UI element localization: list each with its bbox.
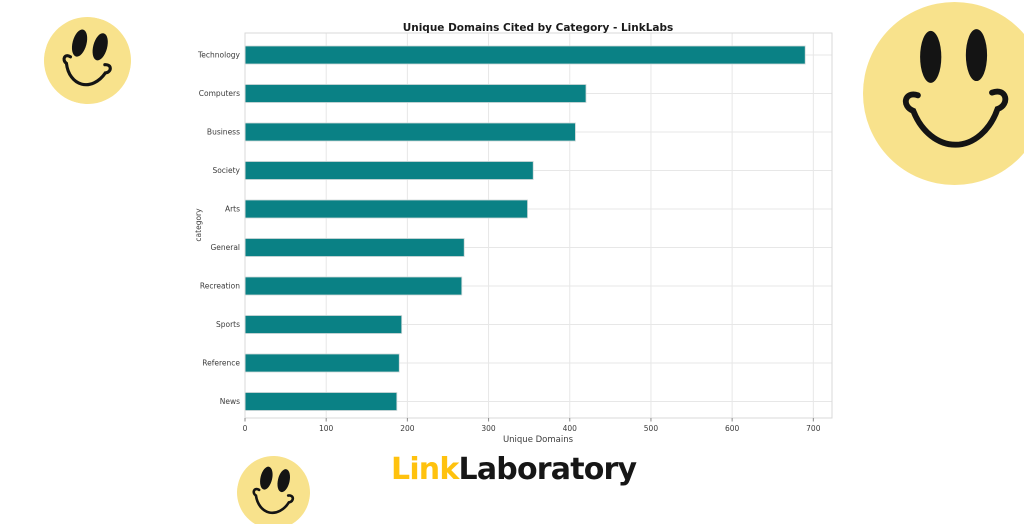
logo-laboratory-text: Laboratory <box>458 452 638 487</box>
bar-chart: 0 100 200 300 400 500 600 700 Technology Computer… <box>190 10 890 455</box>
y-tick-label: Sports <box>216 320 240 329</box>
chart-svg: 0 100 200 300 400 500 600 700 Technology Computer… <box>194 22 833 445</box>
x-axis-label: Unique Domains <box>503 435 574 445</box>
y-tick-label: Society <box>212 166 240 175</box>
smiley-mouth <box>902 88 1009 148</box>
bar-reference <box>244 353 400 373</box>
y-tick-label: News <box>220 397 240 406</box>
y-tick-label: Business <box>207 128 240 137</box>
smiley-mouth <box>62 54 112 87</box>
x-tick-label: 200 <box>400 424 415 433</box>
logo-link-text: Link <box>391 452 459 487</box>
smiley-head <box>237 456 310 524</box>
y-tick-label: Reference <box>202 359 240 368</box>
smiley-right-eye <box>92 33 108 61</box>
smiley-left-eye <box>920 30 942 83</box>
smiley-icon <box>44 17 131 104</box>
bar-technology <box>244 45 806 65</box>
x-tick-label: 400 <box>563 424 578 433</box>
smiley-right-eye <box>965 29 988 82</box>
y-axis-label: category <box>194 208 203 242</box>
bar-recreation <box>244 276 463 296</box>
smiley-face-icon-bottom <box>230 449 318 524</box>
smiley-icon <box>237 456 310 524</box>
smiley-right-eye <box>277 469 291 493</box>
x-tick-label: 100 <box>319 424 334 433</box>
x-tick-label: 0 <box>243 424 248 433</box>
smiley-face-icon-top-left <box>34 7 141 114</box>
x-tick-label: 600 <box>725 424 740 433</box>
smiley-left-eye <box>260 466 273 490</box>
bar-business <box>244 122 576 142</box>
bar-computers <box>244 84 587 103</box>
bar-general <box>244 238 465 257</box>
chart-title: Unique Domains Cited by Category - LinkL… <box>403 22 674 34</box>
linklaboratory-logo: LinkLaboratory <box>391 452 638 487</box>
smiley-left-eye <box>71 29 88 57</box>
plot-border <box>244 32 833 419</box>
y-tick-label: Technology <box>197 51 241 60</box>
x-tick-label: 500 <box>644 424 659 433</box>
x-tick-label: 700 <box>806 424 821 433</box>
y-tick-label: Arts <box>225 205 240 214</box>
bar-sports <box>244 315 403 334</box>
y-tick-label: General <box>210 243 240 252</box>
y-tick-label: Computers <box>199 89 240 98</box>
x-tick-label: 300 <box>481 424 496 433</box>
bar-arts <box>244 199 528 219</box>
smiley-icon <box>863 2 1024 185</box>
chart-plot-area: 0 100 200 300 400 500 600 700 Technology Computer… <box>197 32 833 433</box>
smiley-head <box>44 17 131 104</box>
smiley-mouth <box>252 487 295 515</box>
bar-news <box>244 392 398 411</box>
y-tick-label: Recreation <box>200 282 240 291</box>
smiley-face-icon-top-right <box>863 2 1024 185</box>
bar-society <box>244 161 534 180</box>
